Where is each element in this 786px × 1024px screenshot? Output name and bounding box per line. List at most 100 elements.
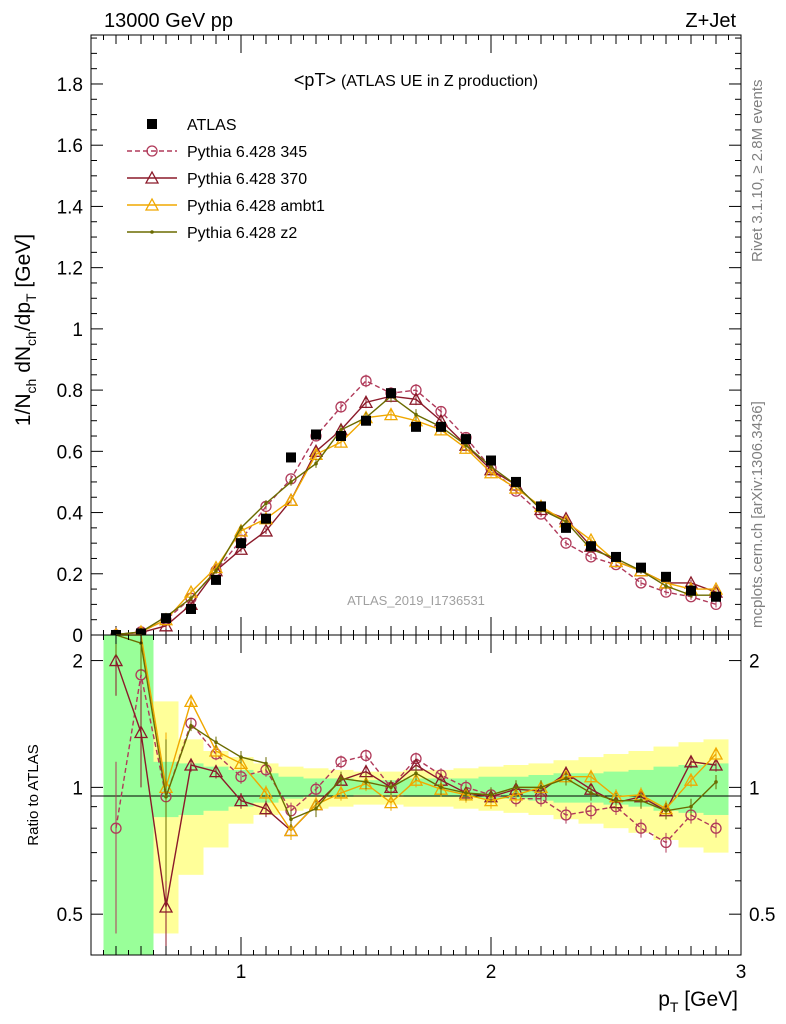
title-sub: (ATLAS UE in Z production) [341,73,538,90]
ratio-tick-label-right: 0.5 [749,905,775,926]
legend-label: Pythia 6.428 z2 [187,225,297,242]
ratio-point [283,823,299,837]
y-tick-label: 0.6 [57,442,83,463]
series-point [233,523,249,537]
ratio-point [364,780,368,784]
atlas-point [411,421,421,432]
series-point [635,577,647,589]
y-tick-label: 0 [72,626,83,647]
ratio-point [683,754,699,768]
ratio-panel: 0.5 0.5 1 1 2 2 Ratio to ATLAS [25,634,775,956]
ratio-point [183,757,199,771]
series-point [358,394,374,408]
title-main: <pT> [294,70,336,90]
plot-title: <pT> (ATLAS UE in Z production) [294,70,538,90]
ratio-point [208,764,224,778]
ratio-point [239,755,243,759]
ratio-point [339,776,343,781]
y-tick-label: 0.2 [57,565,83,586]
ratio-point [108,653,124,667]
legend-marker-atlas [147,119,157,129]
legend-marker [144,170,160,184]
series-point [289,480,293,484]
ratio-point [564,776,568,781]
series-point [264,501,268,506]
atlas-point [436,421,446,432]
ratio-point [360,749,372,762]
series-point [189,596,193,601]
series-point [464,443,468,448]
ratio-tick-label: 2 [72,652,83,673]
legend-label: ATLAS [187,117,237,134]
series-point [258,523,274,537]
ratio-point [383,795,399,809]
ratio-point [335,756,347,768]
legend-marker [150,230,154,234]
ratio-point [514,785,518,790]
ratio-point [635,822,647,834]
series-point [283,492,299,506]
ratio-point [683,772,699,786]
ratio-point [110,822,122,834]
ratio-point [483,793,499,807]
legend-marker [144,197,160,211]
y-tick-label: 0.4 [57,504,84,525]
ratio-point [560,809,572,821]
ratio-point [214,740,218,745]
series-point [239,526,243,530]
beam-label: 13000 GeV pp [104,10,233,32]
series-point [664,584,668,588]
ratio-point [464,791,468,795]
ratio-point [258,801,274,815]
main-panel: 0 0.2 0.4 0.6 0.8 1 1.2 1.4 1.6 1.8 <pT> (ATLAS U… [12,34,742,647]
ratio-series [108,634,724,955]
ratio-ticks [91,635,741,955]
ratio-point [583,769,599,783]
atlas-point [386,388,396,399]
atlas-point [311,429,321,440]
ratio-point [708,746,724,760]
ratio-point [660,836,672,849]
legend-label: Pythia 6.428 345 [187,144,307,161]
ratio-point [235,771,247,783]
series-point [339,428,343,432]
main-y-tick-labels: 0 0.2 0.4 0.6 0.8 1 1.2 1.4 1.6 1.8 [57,75,84,647]
process-label: Z+Jet [685,10,736,32]
series-point [383,407,399,421]
y-tick-label: 0.8 [57,381,83,402]
rivet-info: Rivet 3.1.10, ≥ 2.8M events [749,80,766,263]
ratio-tick-label-right: 2 [749,652,760,673]
atlas-point [186,603,196,614]
y-tick-label: 1.2 [57,259,83,280]
ratio-point [258,785,274,799]
series-point [408,391,424,405]
ratio-point [533,783,549,797]
ratio-point [414,771,418,776]
y-tick-label: 1.8 [57,75,83,96]
ratio-point [208,743,224,757]
legend-label: Pythia 6.428 ambt1 [187,198,325,215]
ratio-point [164,794,168,799]
mcplots-info: mcplots.cern.ch [arXiv:1306.3436] [749,401,766,628]
ratio-tick-label: 0.5 [57,905,83,926]
ratio-tick-label: 1 [72,778,83,799]
x-tick-label: 2 [486,962,497,983]
legend-label: Pythia 6.428 370 [187,171,307,188]
series-point [564,519,568,524]
ratio-point [233,793,249,807]
ratio-point [233,756,249,770]
ratio-axis-label: Ratio to ATLAS [25,744,42,845]
ratio-point [614,798,618,803]
atlas-point [286,452,296,463]
atlas-point [261,513,271,524]
atlas-point [136,628,146,639]
ratio-point [408,772,424,786]
ratio-point [489,793,493,797]
y-tick-label: 1.6 [57,136,83,157]
ratio-point [158,899,174,913]
ratio-point [708,757,724,771]
analysis-id: ATLAS_2019_I1736531 [347,593,485,608]
atlas-point [511,476,521,487]
ratio-point [589,791,593,795]
